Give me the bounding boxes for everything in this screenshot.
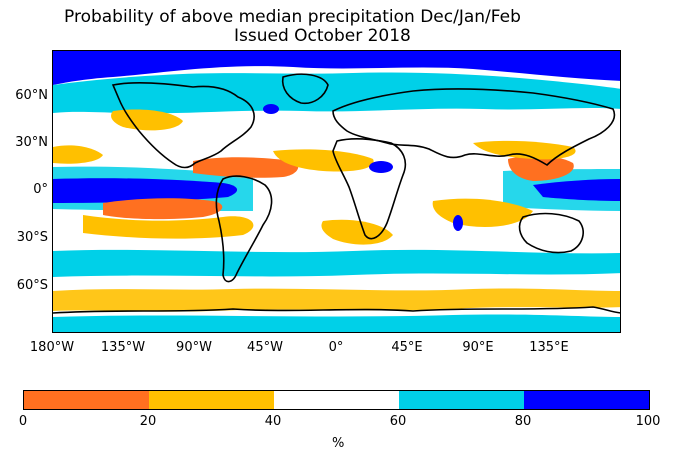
colorbar-segment-20-40	[149, 391, 274, 409]
colorbar-tick-40: 40	[264, 414, 282, 429]
lon-label-180w: 180°W	[29, 340, 75, 355]
maritime-continent-dry	[508, 155, 574, 181]
atlantic-amber	[273, 149, 374, 172]
north-pacific-amber	[111, 109, 183, 131]
colorbar-segment-60-80	[399, 391, 524, 409]
lon-label-0: 0°	[328, 340, 344, 355]
colorbar-segment-40-60	[274, 391, 399, 409]
west-atlantic-amber	[53, 145, 103, 164]
precipitation-map	[53, 51, 620, 332]
arctic-wet-region	[53, 51, 620, 85]
lon-label-135e: 135°E	[529, 340, 569, 355]
lon-label-45e: 45°E	[391, 340, 423, 355]
lon-label-135w: 135°W	[100, 340, 146, 355]
lat-label-60s: 60°S	[16, 278, 48, 293]
colorbar	[23, 390, 650, 410]
south-pacific-amber	[83, 215, 254, 239]
southern-cyan	[53, 249, 620, 277]
lon-label-90e: 90°E	[462, 340, 494, 355]
lat-label-30n: 30°N	[15, 135, 48, 150]
central-africa-wet	[369, 161, 393, 173]
colorbar-tick-0: 0	[18, 414, 28, 429]
colorbar-tick-80: 80	[514, 414, 532, 429]
lon-label-90w: 90°W	[176, 340, 212, 355]
colorbar-segment-80-100	[524, 391, 649, 409]
lat-label-30s: 30°S	[16, 230, 48, 245]
southern-amber	[53, 288, 620, 312]
lat-label-0: 0°	[33, 182, 48, 197]
colorbar-unit-label: %	[332, 436, 345, 451]
south-pacific-dry	[103, 198, 223, 220]
indian-ocean-wet	[453, 215, 463, 231]
title-line-1: Probability of above median precipitatio…	[64, 7, 521, 27]
caribbean-dry	[193, 157, 299, 178]
coastlines	[53, 73, 620, 314]
title-line-2: Issued October 2018	[234, 26, 411, 46]
colorbar-segment-0-20	[24, 391, 149, 409]
map-area	[52, 50, 621, 333]
colorbar-tick-60: 60	[389, 414, 407, 429]
north-pacific-wet	[263, 104, 279, 114]
lat-label-60n: 60°N	[15, 88, 48, 103]
lon-label-45w: 45°W	[247, 340, 283, 355]
asia-amber	[473, 140, 576, 160]
colorbar-tick-20: 20	[139, 414, 157, 429]
colorbar-tick-100: 100	[635, 414, 661, 429]
north-cyan-region	[53, 72, 620, 114]
antarctic-cyan	[53, 314, 620, 332]
